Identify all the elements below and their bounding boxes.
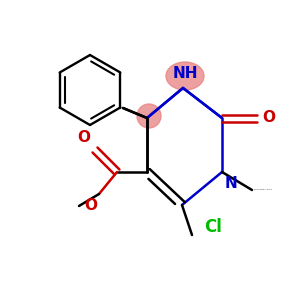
Text: NH: NH: [172, 67, 198, 82]
Ellipse shape: [166, 62, 204, 90]
Text: O: O: [84, 198, 97, 213]
Text: Cl: Cl: [204, 218, 222, 236]
Circle shape: [137, 104, 161, 128]
Text: methyl line only - no text: methyl line only - no text: [254, 189, 272, 190]
Text: O: O: [262, 110, 275, 125]
Text: N: N: [225, 176, 238, 191]
Text: O: O: [77, 130, 90, 145]
